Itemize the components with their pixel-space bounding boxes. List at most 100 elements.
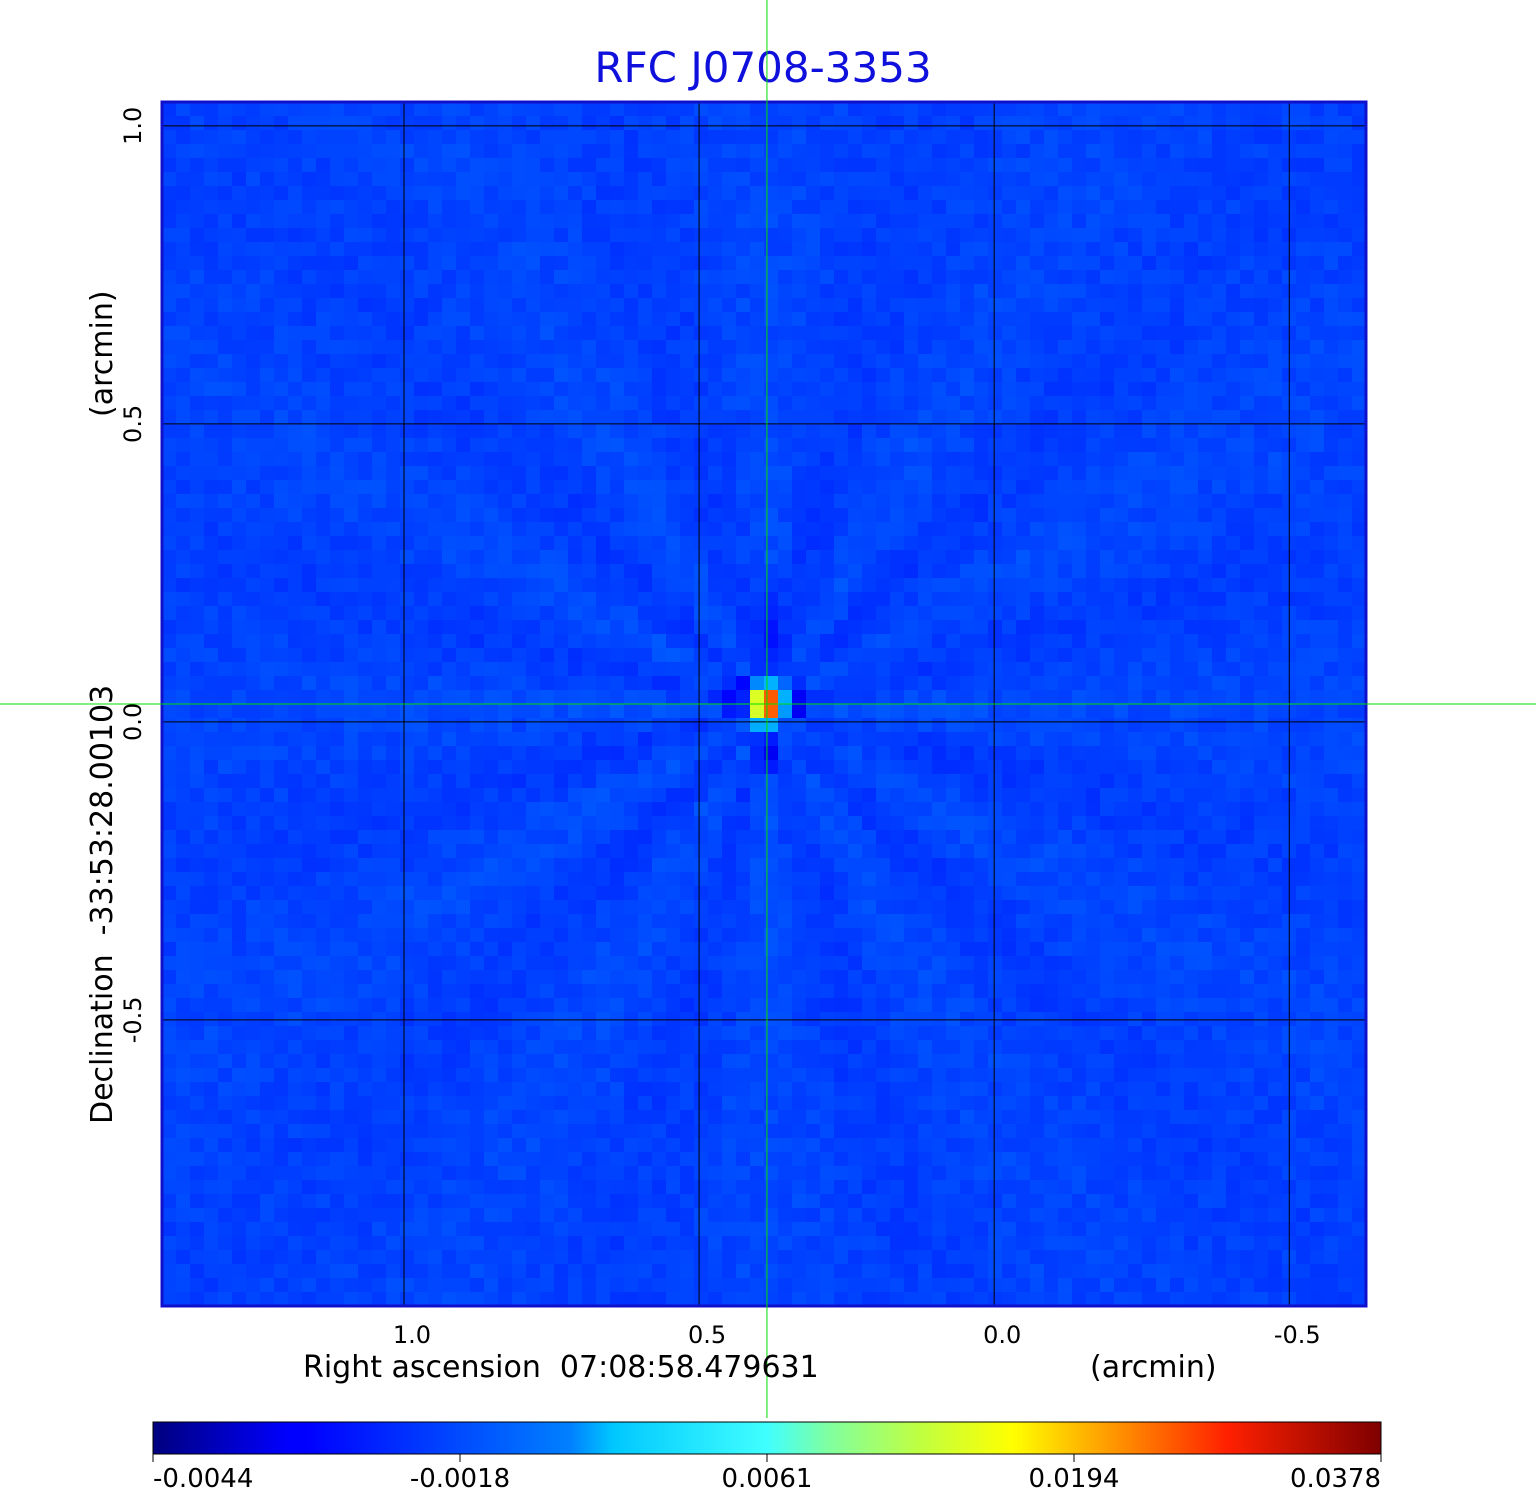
heatmap-cell xyxy=(1240,494,1255,509)
heatmap-cell xyxy=(330,802,345,817)
heatmap-cell xyxy=(1086,648,1101,663)
heatmap-cell xyxy=(848,424,863,439)
heatmap-cell xyxy=(554,340,569,355)
heatmap-cell xyxy=(302,676,317,691)
heatmap-cell xyxy=(1016,256,1031,271)
heatmap-cell xyxy=(792,368,807,383)
heatmap-cell xyxy=(1240,844,1255,859)
heatmap-cell xyxy=(736,886,751,901)
heatmap-cell xyxy=(862,130,877,145)
heatmap-cell xyxy=(932,214,947,229)
heatmap-cell xyxy=(960,872,975,887)
heatmap-cell xyxy=(512,410,527,425)
heatmap-cell xyxy=(1324,368,1339,383)
heatmap-cell xyxy=(1198,816,1213,831)
heatmap-cell xyxy=(1198,284,1213,299)
heatmap-cell xyxy=(498,634,513,649)
heatmap-cell xyxy=(652,116,667,131)
heatmap-cell xyxy=(1058,508,1073,523)
heatmap-cell xyxy=(1156,592,1171,607)
heatmap-cell xyxy=(596,396,611,411)
heatmap-cell xyxy=(414,872,429,887)
heatmap-cell xyxy=(372,102,387,117)
heatmap-cell xyxy=(526,564,541,579)
heatmap-cell xyxy=(1156,550,1171,565)
heatmap-cell xyxy=(204,200,219,215)
heatmap-cell xyxy=(1044,382,1059,397)
heatmap-cell xyxy=(764,690,779,705)
heatmap-cell xyxy=(680,886,695,901)
heatmap-cell xyxy=(666,564,681,579)
heatmap-cell xyxy=(820,186,835,201)
heatmap-cell xyxy=(400,480,415,495)
heatmap-cell xyxy=(1058,186,1073,201)
heatmap-cell xyxy=(288,662,303,677)
heatmap-cell xyxy=(554,200,569,215)
heatmap-cell xyxy=(1352,634,1367,649)
heatmap-cell xyxy=(736,396,751,411)
heatmap-cell xyxy=(848,326,863,341)
heatmap-cell xyxy=(442,494,457,509)
heatmap-cell xyxy=(1212,270,1227,285)
heatmap-cell xyxy=(246,228,261,243)
heatmap-cell xyxy=(302,536,317,551)
heatmap-cell xyxy=(876,214,891,229)
heatmap-cell xyxy=(862,158,877,173)
heatmap-cell xyxy=(386,704,401,719)
heatmap-cell xyxy=(792,732,807,747)
heatmap-cell xyxy=(176,774,191,789)
heatmap-cell xyxy=(442,214,457,229)
heatmap-cell xyxy=(260,158,275,173)
heatmap-cell xyxy=(792,396,807,411)
heatmap-cell xyxy=(498,578,513,593)
heatmap-cell xyxy=(1128,424,1143,439)
heatmap-cell xyxy=(918,242,933,257)
heatmap-cell xyxy=(1100,676,1115,691)
heatmap-cell xyxy=(736,256,751,271)
heatmap-cell xyxy=(1240,102,1255,117)
heatmap-cell xyxy=(1002,144,1017,159)
heatmap-cell xyxy=(1086,102,1101,117)
heatmap-cell xyxy=(1156,326,1171,341)
heatmap-cell xyxy=(316,368,331,383)
heatmap-cell xyxy=(540,858,555,873)
heatmap-cell xyxy=(1198,200,1213,215)
heatmap-cell xyxy=(666,242,681,257)
heatmap-cell xyxy=(1100,746,1115,761)
heatmap-cell xyxy=(582,648,597,663)
heatmap-cell xyxy=(1254,396,1269,411)
heatmap-cell xyxy=(848,886,863,901)
heatmap-cell xyxy=(890,774,905,789)
heatmap-cell xyxy=(386,788,401,803)
heatmap-cell xyxy=(638,270,653,285)
heatmap-cell xyxy=(1128,606,1143,621)
heatmap-cell xyxy=(176,340,191,355)
heatmap-cell xyxy=(1086,900,1101,915)
heatmap-cell xyxy=(1100,494,1115,509)
heatmap-cell xyxy=(974,508,989,523)
heatmap-cell xyxy=(1016,284,1031,299)
heatmap-cell xyxy=(1030,326,1045,341)
heatmap-cell xyxy=(1352,270,1367,285)
heatmap-cell xyxy=(260,760,275,775)
heatmap-cell xyxy=(1352,438,1367,453)
heatmap-cell xyxy=(176,186,191,201)
heatmap-cell xyxy=(1044,732,1059,747)
heatmap-cell xyxy=(750,620,765,635)
heatmap-cell xyxy=(386,844,401,859)
heatmap-cell xyxy=(1212,298,1227,313)
heatmap-cell xyxy=(330,438,345,453)
heatmap-cell xyxy=(1156,298,1171,313)
heatmap-cell xyxy=(1170,774,1185,789)
heatmap-cell xyxy=(988,130,1003,145)
heatmap-cell xyxy=(1226,578,1241,593)
heatmap-cell xyxy=(1086,760,1101,775)
heatmap-cell xyxy=(1030,522,1045,537)
heatmap-cell xyxy=(680,172,695,187)
heatmap-cell xyxy=(330,214,345,229)
heatmap-cell xyxy=(610,592,625,607)
heatmap-cell xyxy=(694,410,709,425)
heatmap-cell xyxy=(1240,662,1255,677)
heatmap-cell xyxy=(1100,130,1115,145)
heatmap-cell xyxy=(456,298,471,313)
